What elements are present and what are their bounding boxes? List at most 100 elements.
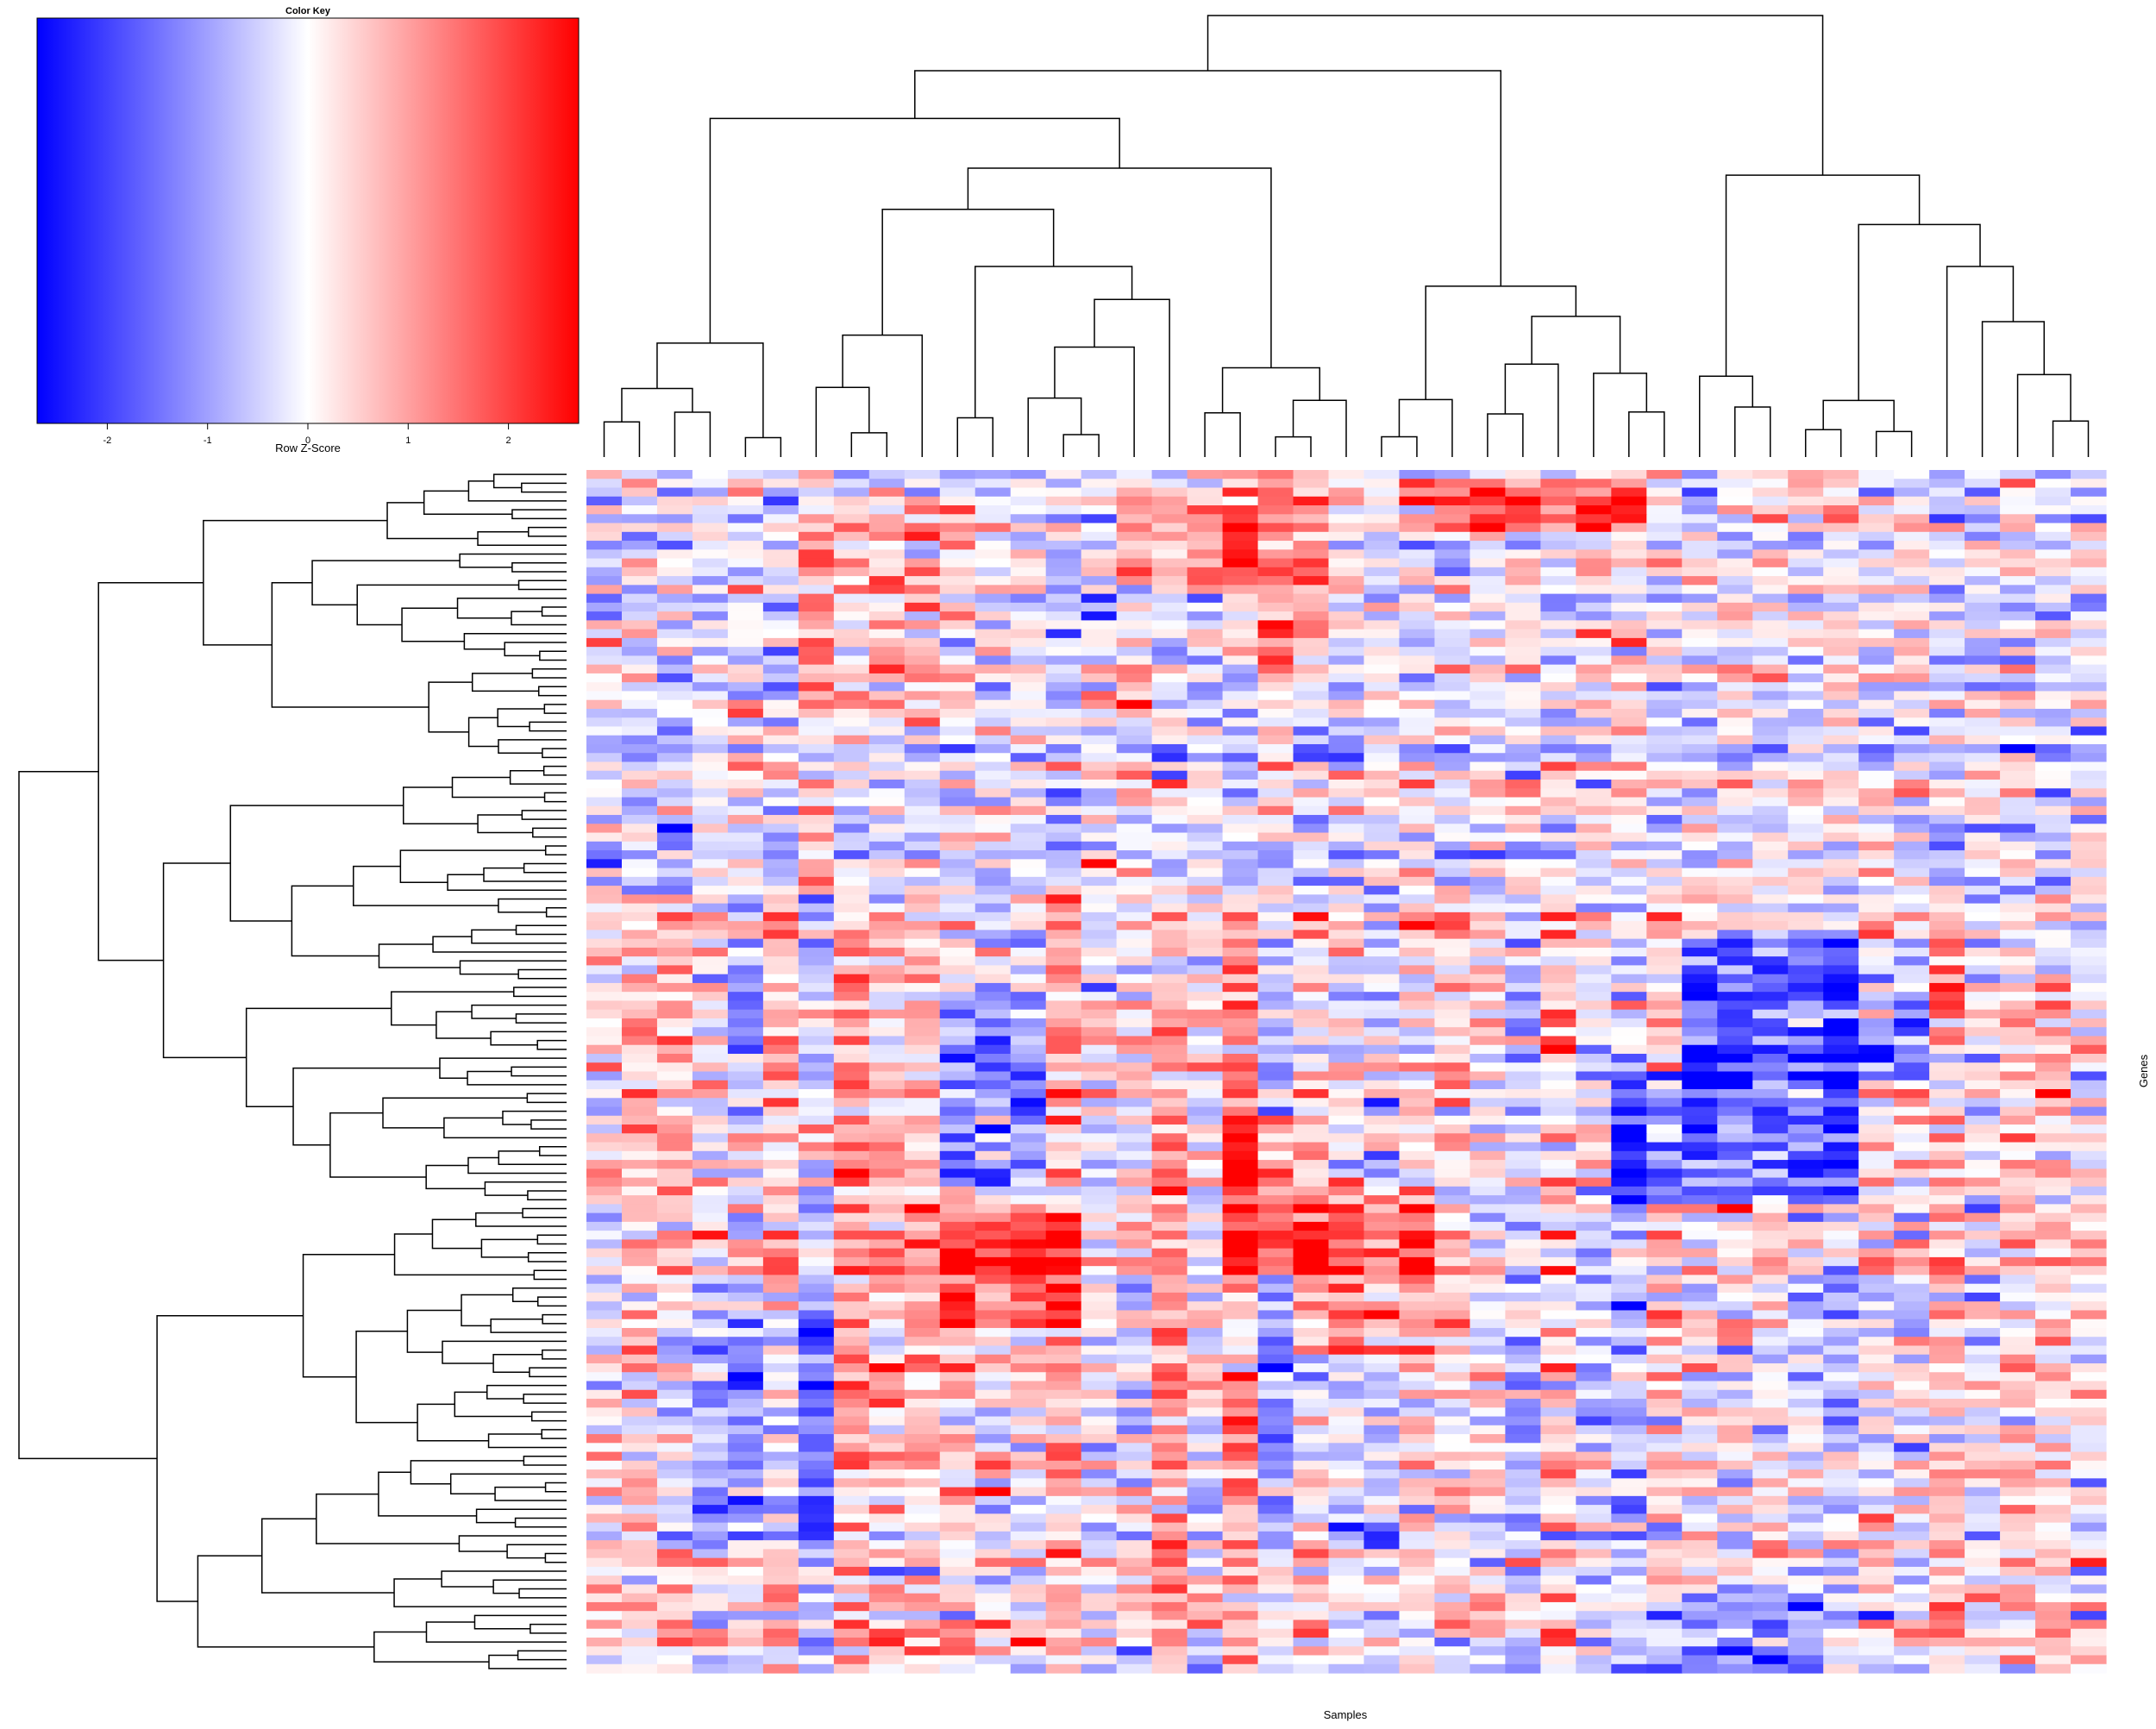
heatmap-cell <box>1011 497 1047 506</box>
heatmap-cell <box>1399 815 1435 824</box>
heatmap-cell <box>657 1000 693 1010</box>
heatmap-cell <box>1965 1319 2001 1329</box>
heatmap-cell <box>1858 1337 1895 1346</box>
heatmap-cell <box>1965 665 2001 674</box>
heatmap-cell <box>1646 682 1683 692</box>
heatmap-cell <box>2035 815 2071 824</box>
heatmap-cell <box>1470 1275 1506 1284</box>
heatmap-cell <box>2000 1399 2036 1408</box>
heatmap-cell <box>657 567 693 577</box>
heatmap-cell <box>905 1328 941 1337</box>
heatmap-cell <box>1505 753 1541 762</box>
heatmap-cell <box>1576 717 1612 727</box>
heatmap-cell <box>1929 1345 1965 1355</box>
heatmap-cell <box>799 780 835 789</box>
heatmap-cell <box>1894 965 1930 974</box>
heatmap-cell <box>1752 673 1789 683</box>
heatmap-cell <box>1646 1443 1683 1452</box>
heatmap-cell <box>1363 1407 1400 1417</box>
heatmap-cell <box>1011 761 1047 771</box>
heatmap-cell <box>1434 912 1470 922</box>
heatmap-cell <box>940 532 976 542</box>
heatmap-cell <box>1046 1461 1082 1470</box>
heatmap-cell <box>1434 798 1470 807</box>
heatmap-cell <box>1258 753 1294 762</box>
heatmap-cell <box>1788 1469 1824 1479</box>
heatmap-cell <box>1258 1178 1294 1187</box>
heatmap-cell <box>1823 1168 1859 1178</box>
heatmap-cell <box>1682 532 1718 542</box>
heatmap-cell <box>1965 709 2001 718</box>
heatmap-cell <box>1434 1443 1470 1452</box>
heatmap-cell <box>975 567 1012 577</box>
heatmap-cell <box>1717 1293 1753 1302</box>
heatmap-cell <box>586 1072 623 1081</box>
heatmap-cell <box>1399 1469 1435 1479</box>
heatmap-cell <box>1717 1116 1753 1125</box>
heatmap-cell <box>1823 1434 1859 1444</box>
heatmap-cell <box>1858 1062 1895 1072</box>
heatmap-cell <box>1434 1124 1470 1134</box>
heatmap-cell <box>1646 1407 1683 1417</box>
heatmap-cell <box>940 1407 976 1417</box>
heatmap-cell <box>1152 1187 1188 1196</box>
heatmap-cell <box>1894 514 1930 523</box>
heatmap-cell <box>2071 1143 2107 1152</box>
heatmap-cell <box>1646 753 1683 762</box>
heatmap-cell <box>1470 974 1506 984</box>
heatmap-cell <box>1399 1301 1435 1311</box>
heatmap-cell <box>728 1143 764 1152</box>
heatmap-cell <box>693 930 729 939</box>
heatmap-cell <box>1540 1461 1576 1470</box>
heatmap-cell <box>799 983 835 993</box>
heatmap-cell <box>1011 1434 1047 1444</box>
heatmap-cell <box>693 1160 729 1169</box>
heatmap-cell <box>2035 585 2071 594</box>
heatmap-cell <box>2000 1018 2036 1028</box>
heatmap-cell <box>1117 585 1153 594</box>
heatmap-cell <box>799 1452 835 1462</box>
heatmap-cell <box>1823 850 1859 860</box>
heatmap-cell <box>1788 1319 1824 1329</box>
heatmap-cell <box>586 665 623 674</box>
heatmap-cell <box>1329 1213 1365 1223</box>
heatmap-cell <box>1188 753 1224 762</box>
heatmap-cell <box>1363 956 1400 966</box>
heatmap-cell <box>1223 965 1259 974</box>
heatmap-cell <box>657 948 693 957</box>
heatmap-cell <box>1505 1222 1541 1231</box>
heatmap-cell <box>2035 1204 2071 1213</box>
heatmap-cell <box>2035 992 2071 1001</box>
heatmap-cell <box>799 1478 835 1488</box>
heatmap-cell <box>1752 1027 1789 1037</box>
heatmap-cell <box>1540 1178 1576 1187</box>
heatmap-cell <box>728 1054 764 1063</box>
heatmap-cell <box>1399 559 1435 568</box>
heatmap-cell <box>905 798 941 807</box>
heatmap-cell <box>1788 1328 1824 1337</box>
heatmap-cell <box>869 1363 906 1373</box>
heatmap-cell <box>1294 541 1330 550</box>
heatmap-cell <box>1540 904 1576 913</box>
heatmap-cell <box>1188 904 1224 913</box>
heatmap-cell <box>1823 1045 1859 1055</box>
heatmap-cell <box>657 921 693 930</box>
heatmap-cell <box>1788 1222 1824 1231</box>
heatmap-cell <box>1929 1187 1965 1196</box>
heatmap-cell <box>1046 1425 1082 1435</box>
heatmap-cell <box>1434 1231 1470 1240</box>
heatmap-cell <box>1294 1461 1330 1470</box>
heatmap-cell <box>834 576 870 586</box>
heatmap-cell <box>2000 559 2036 568</box>
heatmap-cell <box>693 1187 729 1196</box>
heatmap-cell <box>728 630 764 639</box>
heatmap-cell <box>799 1328 835 1337</box>
heatmap-cell <box>1294 1284 1330 1294</box>
heatmap-cell <box>799 1239 835 1249</box>
heatmap-cell <box>799 532 835 542</box>
heatmap-cell <box>1540 815 1576 824</box>
heatmap-cell <box>1081 1081 1118 1090</box>
heatmap-cell <box>1965 744 2001 754</box>
heatmap-cell <box>869 1231 906 1240</box>
heatmap-cell <box>1717 1018 1753 1028</box>
